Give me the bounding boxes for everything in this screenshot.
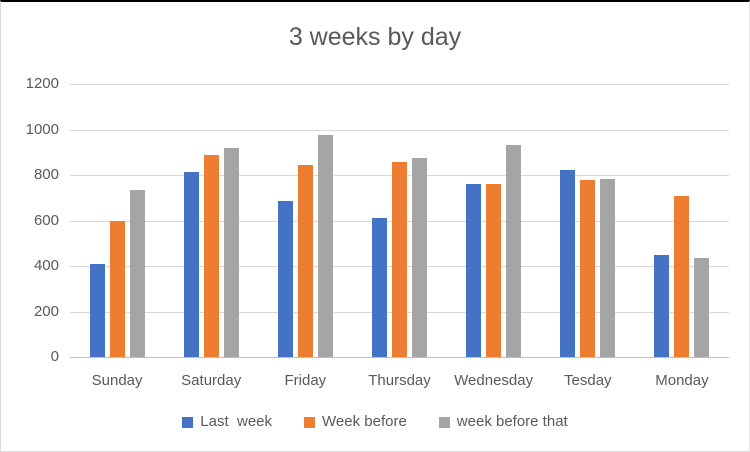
y-tick-label: 1200: [25, 75, 59, 92]
bar: [412, 158, 427, 357]
bar-group: [89, 189, 145, 357]
y-tick-label: 1000: [25, 120, 59, 138]
bar-group: [466, 145, 522, 357]
x-tick-label: Tesday: [564, 372, 612, 389]
y-tick-label: 200: [33, 302, 59, 320]
legend: Last week Week before week before that: [1, 413, 749, 431]
bar: [580, 180, 596, 357]
bar: [89, 263, 105, 357]
bar: [654, 255, 670, 357]
y-tick-label: 600: [33, 211, 59, 229]
bar: [297, 165, 313, 357]
legend-item: week before that: [438, 413, 568, 431]
x-tick-label: Wednesday: [454, 372, 534, 389]
x-tick-label: Sunday: [91, 372, 143, 389]
legend-swatch: [182, 416, 194, 428]
bar: [560, 169, 576, 357]
y-tick-label: 0: [50, 348, 59, 365]
bar-group: [183, 148, 239, 357]
legend-item: Week before: [304, 413, 407, 431]
plot-area: 0 200 400 600 800 1000 1200: [26, 75, 729, 365]
bar-group: [372, 158, 427, 357]
bar: [506, 145, 522, 357]
legend-item: Last week: [182, 413, 272, 431]
x-tick-label: Monday: [655, 372, 709, 389]
x-axis-line: [70, 357, 729, 358]
legend-label: week before that: [456, 413, 568, 430]
bar-group: [277, 135, 333, 357]
bar-group: [560, 169, 616, 357]
gridline: [70, 129, 729, 131]
bar: [223, 148, 239, 357]
legend-label: Last week: [200, 413, 273, 430]
bar: [183, 172, 199, 357]
bar: [109, 221, 125, 357]
legend-label: Week before: [322, 413, 407, 430]
x-axis-labels: Sunday Saturday Friday Thursday Wednesday Tes…: [70, 371, 729, 391]
bar: [466, 184, 482, 357]
bar: [600, 179, 616, 357]
legend-swatch: [438, 416, 450, 428]
bar: [694, 257, 710, 357]
bar: [277, 201, 293, 357]
x-tick-label: Friday: [284, 372, 327, 389]
bar: [486, 184, 502, 357]
bar: [392, 162, 407, 357]
x-tick-label: Saturday: [181, 372, 242, 389]
y-tick-label: 800: [33, 166, 59, 183]
bar-group: [654, 195, 710, 357]
y-tick-label: 400: [33, 257, 59, 274]
gridline: [70, 84, 729, 85]
bar: [317, 135, 333, 357]
bar: [674, 195, 690, 357]
bar: [129, 189, 145, 357]
x-tick-label: Thursday: [368, 372, 431, 389]
legend-swatch: [304, 416, 316, 428]
bar: [372, 217, 387, 357]
bar: [203, 155, 219, 357]
chart-title: 3 weeks by day: [288, 23, 462, 51]
